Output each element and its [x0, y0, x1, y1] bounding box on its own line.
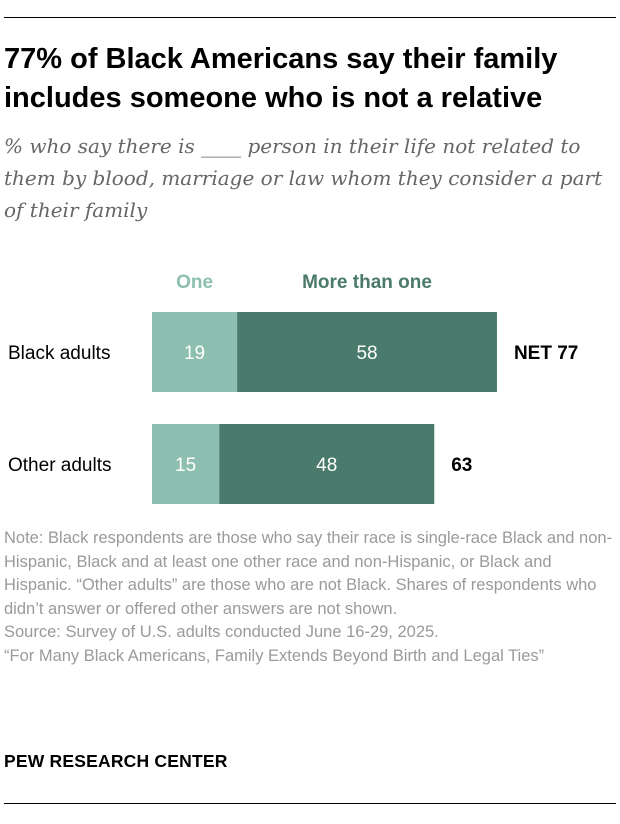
chart-subtitle: % who say there is ____ person in their …: [4, 134, 603, 222]
note-text: Note: Black respondents are those who sa…: [4, 529, 613, 618]
organization-logo-text: PEW RESEARCH CENTER: [4, 751, 228, 771]
net-total-other-adults: 63: [451, 455, 472, 476]
bar-black-adults-series-0: [152, 312, 238, 392]
report-title: “For Many Black Americans, Family Extend…: [4, 646, 545, 665]
top-rule: [4, 17, 616, 18]
bottom-rule: [4, 803, 616, 804]
bar-black-adults-series-1: [237, 312, 497, 392]
bar-other-adults-series-0: [152, 424, 220, 504]
legend-more-than-one: More than one: [302, 272, 432, 293]
bar-value-other-adults-series-1: 48: [316, 455, 337, 476]
bar-value-black-adults-series-0: 19: [184, 343, 205, 364]
source-text: Source: Survey of U.S. adults conducted …: [4, 623, 439, 642]
chart-title: 77% of Black Americans say their family …: [4, 43, 558, 114]
bar-value-other-adults-series-0: 15: [175, 455, 196, 476]
bar-other-adults-series-1: [219, 424, 435, 504]
bar-value-black-adults-series-1: 58: [356, 343, 377, 364]
net-total-black-adults: NET 77: [514, 343, 578, 364]
category-label-other-adults: Other adults: [8, 455, 112, 476]
legend-one: One: [176, 272, 213, 293]
category-label-black-adults: Black adults: [8, 343, 110, 364]
footnotes: Note: Black respondents are those who sa…: [4, 527, 616, 669]
stacked-bar-chart: One More than one Black adults 19 58 NET 77 Ot…: [8, 272, 578, 504]
